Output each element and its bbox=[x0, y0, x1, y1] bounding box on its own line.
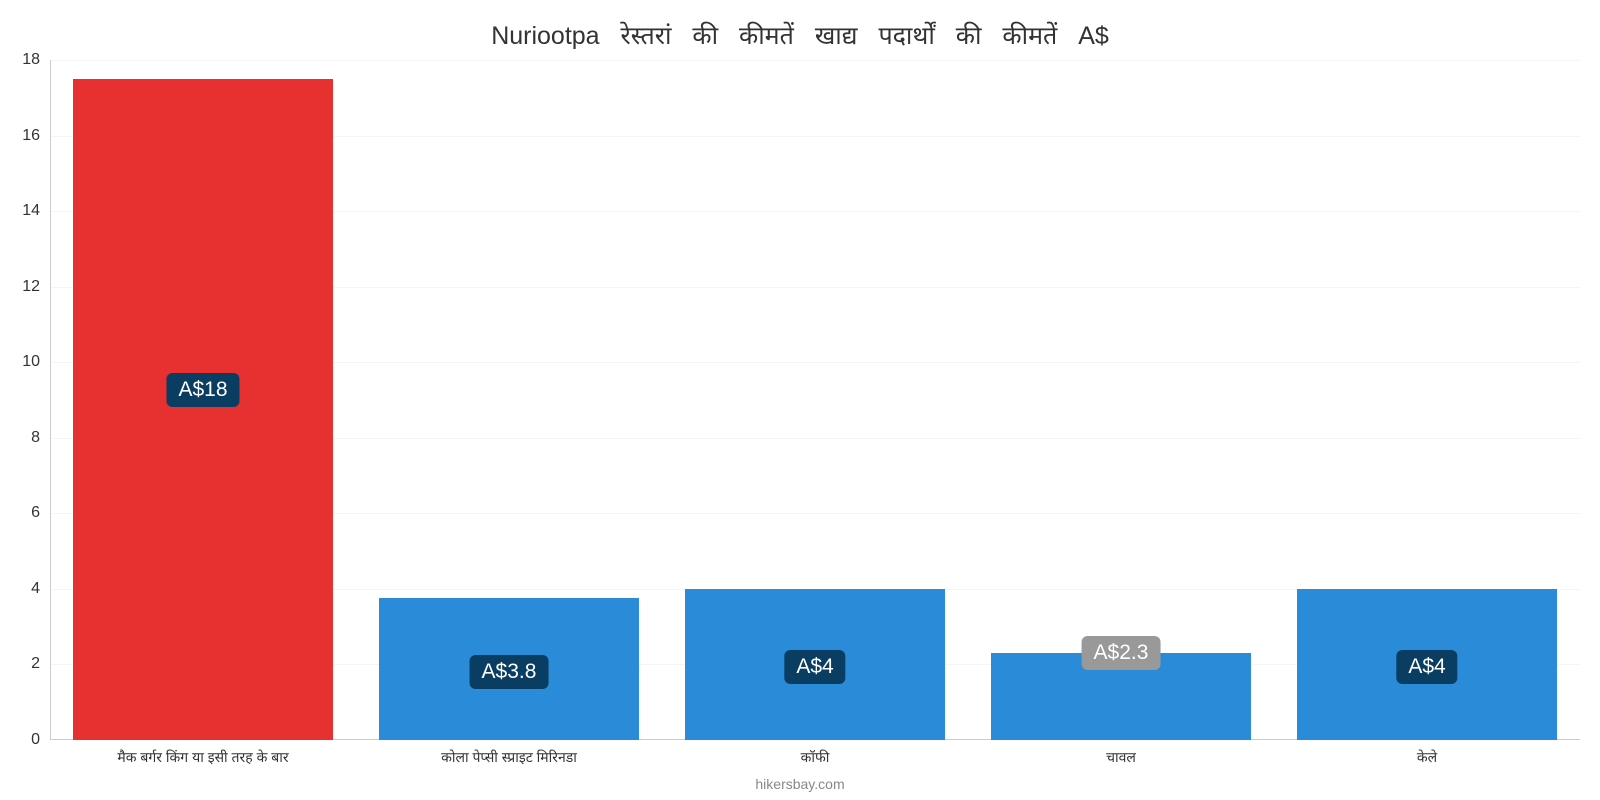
x-category-label: कोला पेप्सी स्प्राइट मिरिनडा bbox=[441, 748, 577, 767]
x-category-label: केले bbox=[1417, 748, 1437, 767]
chart-area: 024681012141618A$18मैक बर्गर किंग या इसी… bbox=[50, 60, 1580, 740]
y-tick-label: 6 bbox=[31, 504, 40, 522]
gridline bbox=[50, 60, 1580, 61]
y-tick-label: 10 bbox=[22, 353, 40, 371]
y-axis-line bbox=[50, 60, 51, 740]
y-tick-label: 14 bbox=[22, 202, 40, 220]
bar-value-label: A$18 bbox=[166, 373, 239, 407]
y-tick-label: 0 bbox=[31, 731, 40, 749]
y-tick-label: 8 bbox=[31, 429, 40, 447]
bar-value-label: A$4 bbox=[1396, 650, 1457, 684]
x-category-label: मैक बर्गर किंग या इसी तरह के बार bbox=[117, 748, 288, 767]
x-category-label: कॉफी bbox=[801, 748, 830, 767]
attribution-text: hikersbay.com bbox=[755, 776, 844, 792]
chart-bar bbox=[73, 79, 333, 740]
y-tick-label: 16 bbox=[22, 127, 40, 145]
chart-title: Nuriootpa रेस्तरां की कीमतें खाद्य पदार्… bbox=[0, 0, 1600, 52]
y-tick-label: 12 bbox=[22, 278, 40, 296]
bar-value-label: A$3.8 bbox=[470, 655, 549, 689]
x-category-label: चावल bbox=[1106, 748, 1136, 767]
bar-value-label: A$2.3 bbox=[1082, 636, 1161, 670]
y-tick-label: 18 bbox=[22, 51, 40, 69]
bar-value-label: A$4 bbox=[784, 650, 845, 684]
y-tick-label: 4 bbox=[31, 580, 40, 598]
plot-area: 024681012141618A$18मैक बर्गर किंग या इसी… bbox=[50, 60, 1580, 740]
y-tick-label: 2 bbox=[31, 655, 40, 673]
